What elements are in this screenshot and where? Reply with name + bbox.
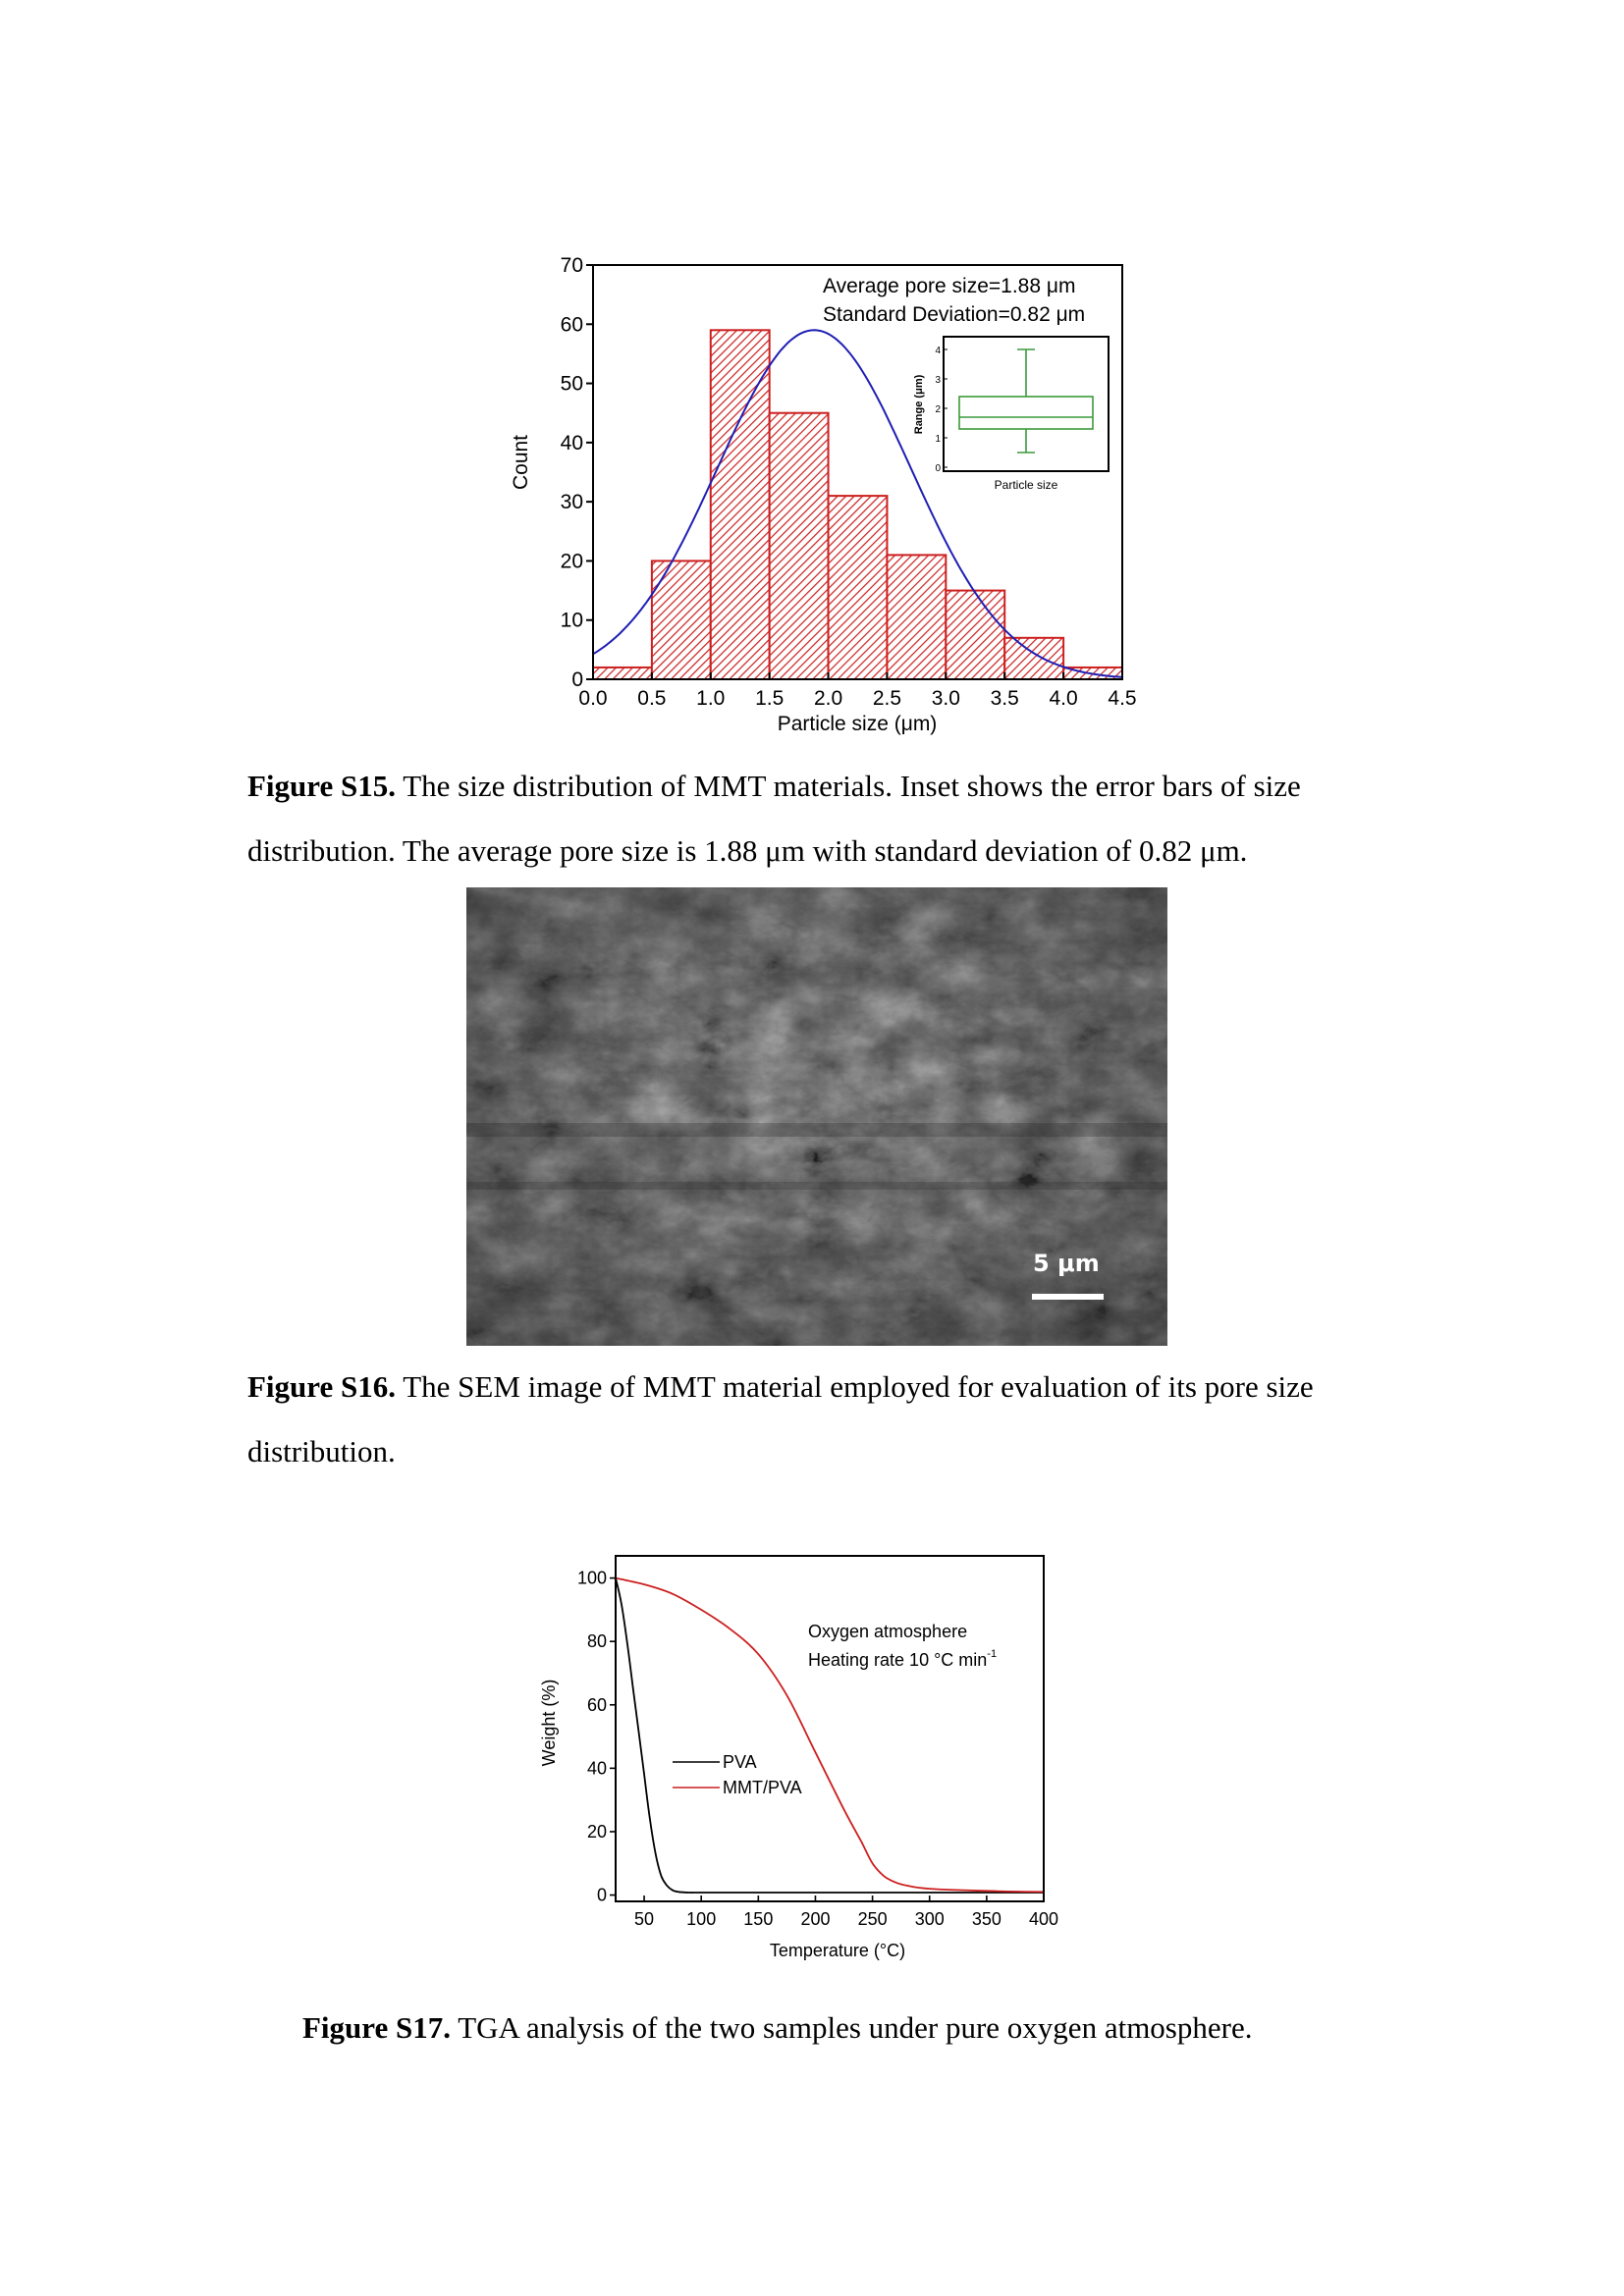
x-tick-label: 1.5	[755, 687, 784, 710]
scale-bar-label: 5 μm	[1033, 1250, 1100, 1277]
caption-s17-label: Figure S17.	[302, 2010, 451, 2045]
y-tick-label: 60	[561, 313, 583, 336]
legend: PVA MMT/PVA	[673, 1752, 802, 1797]
histogram-bar	[592, 666, 653, 681]
inset-box	[958, 396, 1094, 430]
y-tick-label: 100	[577, 1569, 607, 1588]
y-tick-label: 40	[587, 1758, 607, 1778]
histogram-bar	[945, 589, 1006, 680]
caption-s16: Figure S16. The SEM image of MMT materia…	[247, 1355, 1426, 1484]
annotation-heating-rate: Heating rate 10 °C min-1	[808, 1648, 997, 1670]
histogram-bars	[592, 329, 1123, 681]
annotation-heating-rate-text: Heating rate 10 °C min	[808, 1650, 987, 1670]
inset-y-tick-label: 2	[935, 404, 941, 415]
y-axis-title: Count	[510, 435, 532, 490]
sem-image	[466, 887, 1167, 1346]
x-tick-label: 1.0	[696, 687, 725, 710]
inset-y-tick-label: 3	[935, 375, 941, 386]
caption-s15-text: The size distribution of MMT materials. …	[403, 769, 1301, 803]
caption-s16-line2: distribution.	[247, 1434, 396, 1468]
y-tick-label: 60	[587, 1695, 607, 1715]
y-tick-label: 20	[587, 1822, 607, 1842]
y-tick-label: 10	[561, 610, 583, 632]
y-tick-label: 50	[561, 373, 583, 396]
caption-s16-line1: Figure S16. The SEM image of MMT materia…	[247, 1355, 1426, 1419]
x-axis-title-tga: Temperature (°C)	[770, 1941, 905, 1960]
x-tick-label: 3.5	[991, 687, 1019, 710]
x-tick-label: 2.0	[814, 687, 842, 710]
y-tick-label: 0	[571, 668, 583, 691]
inset-box-plot: Particle size Range (μm) 0 1 2 3 4	[913, 336, 1110, 492]
caption-s17-line1: Figure S17. TGA analysis of the two samp…	[302, 1996, 1481, 2060]
histogram-bar	[650, 560, 712, 681]
inset-x-title: Particle size	[995, 478, 1058, 492]
axes-tga: 50 100 150 200 250 300 350 400 0 20 40 60 80 100	[577, 1569, 1058, 1929]
x-tick-label: 300	[915, 1909, 945, 1929]
caption-s15-line1: Figure S15. The size distribution of MMT…	[247, 754, 1426, 819]
caption-s16-text: The SEM image of MMT material employed f…	[403, 1369, 1314, 1404]
annotation-atmosphere: Oxygen atmosphere	[808, 1622, 967, 1641]
caption-s16-label: Figure S16.	[247, 1369, 396, 1404]
legend-label-pva: PVA	[723, 1752, 757, 1772]
x-tick-label: 0.5	[637, 687, 666, 710]
gaussian-fit-curve	[593, 329, 1122, 678]
x-tick-label: 200	[800, 1909, 830, 1929]
y-tick-label: 80	[587, 1631, 607, 1651]
histogram-bar	[768, 411, 830, 680]
x-tick-label: 400	[1029, 1909, 1058, 1929]
y-tick-label: 30	[561, 491, 583, 513]
y-tick-label: 20	[561, 550, 583, 572]
axes: 0.0 0.5 1.0 1.5 2.0 2.5 3.0 3.5 4.0 4.50102030405…	[561, 254, 1137, 710]
x-tick-label: 350	[972, 1909, 1001, 1929]
x-tick-label: 3.0	[932, 687, 960, 710]
annotation-heating-rate-sup: -1	[987, 1648, 997, 1660]
x-tick-label: 4.5	[1108, 687, 1136, 710]
scale-bar	[1032, 1294, 1104, 1300]
inset-y-tick-label: 0	[935, 463, 941, 474]
caption-s17-text: TGA analysis of the two samples under pu…	[458, 2010, 1253, 2045]
x-axis-title: Particle size (μm)	[778, 713, 938, 735]
x-tick-label: 150	[743, 1909, 773, 1929]
caption-s15-label: Figure S15.	[247, 769, 396, 803]
size-distribution-chart: 0.0 0.5 1.0 1.5 2.0 2.5 3.0 3.5 4.0 4.50102030405…	[510, 254, 1137, 735]
caption-s17: Figure S17. TGA analysis of the two samp…	[302, 1996, 1481, 2060]
inset-y-tick-label: 4	[935, 346, 941, 356]
histogram-bar	[886, 554, 947, 681]
x-tick-label: 4.0	[1050, 687, 1078, 710]
x-tick-label: 2.5	[873, 687, 901, 710]
caption-s15-line2: distribution. The average pore size is 1…	[247, 833, 1248, 868]
x-tick-label: 0.0	[578, 687, 607, 710]
annotation-sd: Standard Deviation=0.82 μm	[823, 303, 1085, 326]
legend-label-mmt-pva: MMT/PVA	[723, 1778, 802, 1797]
plot-frame-tga	[615, 1555, 1045, 1902]
histogram-bar	[709, 329, 771, 680]
x-tick-label: 50	[634, 1909, 654, 1929]
tga-chart: 50 100 150 200 250 300 350 400 0 20 40 60 80 100 PVA …	[539, 1555, 1058, 1960]
sem-texture	[466, 887, 1167, 1346]
y-tick-label: 0	[597, 1886, 607, 1905]
inset-y-tick-label: 1	[935, 434, 941, 445]
histogram-bar	[1003, 636, 1065, 680]
series-line-pva	[616, 1577, 1044, 1894]
y-axis-title-tga: Weight (%)	[539, 1680, 559, 1767]
plot-frame	[592, 264, 1123, 680]
series-line-mmt-pva	[616, 1576, 1044, 1894]
annotation-average: Average pore size=1.88 μm	[823, 275, 1075, 297]
x-tick-label: 100	[686, 1909, 716, 1929]
y-tick-label: 40	[561, 432, 583, 454]
histogram-bar	[827, 495, 889, 680]
x-tick-label: 250	[858, 1909, 888, 1929]
inset-y-title: Range (μm)	[913, 374, 925, 434]
tga-lines	[616, 1576, 1044, 1894]
caption-s15: Figure S15. The size distribution of MMT…	[247, 754, 1426, 883]
y-tick-label: 70	[561, 254, 583, 277]
